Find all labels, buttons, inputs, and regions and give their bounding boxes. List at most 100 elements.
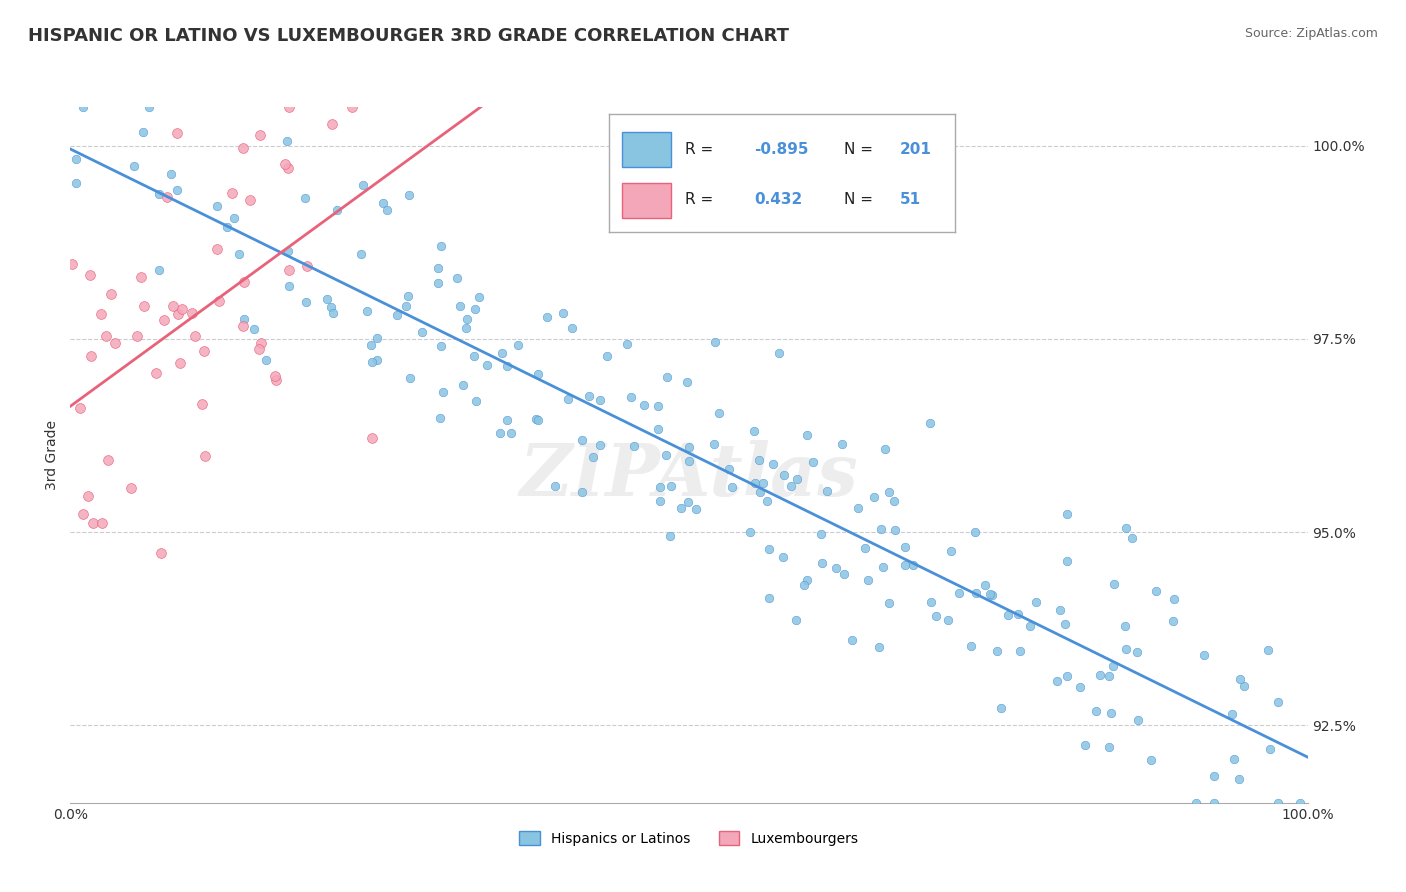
Luxembourgers (321, 117, 343, 131)
Hispanics or Latinos (65, 153, 87, 167)
Hispanics or Latinos (675, 376, 697, 390)
Hispanics or Latinos (870, 522, 893, 536)
Hispanics or Latinos (772, 467, 794, 482)
Hispanics or Latinos (1099, 706, 1122, 720)
Luxembourgers (156, 190, 179, 204)
Hispanics or Latinos (659, 479, 682, 493)
Hispanics or Latinos (205, 199, 228, 213)
Hispanics or Latinos (655, 449, 678, 463)
Hispanics or Latinos (1115, 521, 1137, 535)
Hispanics or Latinos (557, 392, 579, 406)
Hispanics or Latinos (786, 472, 808, 486)
Hispanics or Latinos (703, 437, 725, 451)
Hispanics or Latinos (1229, 672, 1251, 686)
Hispanics or Latinos (1140, 753, 1163, 767)
Hispanics or Latinos (1098, 740, 1121, 755)
Hispanics or Latinos (894, 558, 917, 572)
Hispanics or Latinos (571, 433, 593, 447)
Hispanics or Latinos (868, 640, 890, 654)
Hispanics or Latinos (1267, 796, 1289, 810)
Hispanics or Latinos (825, 561, 848, 575)
Hispanics or Latinos (796, 428, 818, 442)
Luxembourgers (72, 507, 94, 521)
Hispanics or Latinos (659, 529, 682, 543)
Hispanics or Latinos (544, 479, 567, 493)
Text: Source: ZipAtlas.com: Source: ZipAtlas.com (1244, 27, 1378, 40)
Hispanics or Latinos (1098, 669, 1121, 683)
Luxembourgers (193, 344, 215, 359)
Hispanics or Latinos (883, 524, 905, 538)
Hispanics or Latinos (633, 398, 655, 412)
Legend: Hispanics or Latinos, Luxembourgers: Hispanics or Latinos, Luxembourgers (513, 826, 865, 852)
Hispanics or Latinos (920, 595, 942, 609)
Hispanics or Latinos (1267, 695, 1289, 709)
Hispanics or Latinos (678, 453, 700, 467)
Hispanics or Latinos (430, 339, 453, 353)
Hispanics or Latinos (463, 350, 485, 364)
Luxembourgers (69, 401, 91, 415)
Hispanics or Latinos (1085, 704, 1108, 718)
Hispanics or Latinos (536, 310, 558, 324)
Hispanics or Latinos (936, 613, 959, 627)
Hispanics or Latinos (276, 134, 298, 148)
Hispanics or Latinos (801, 455, 824, 469)
Hispanics or Latinos (832, 566, 855, 581)
Hispanics or Latinos (655, 370, 678, 384)
Hispanics or Latinos (426, 260, 449, 275)
Hispanics or Latinos (748, 453, 770, 467)
Hispanics or Latinos (1069, 680, 1091, 694)
Hispanics or Latinos (1054, 616, 1077, 631)
Hispanics or Latinos (242, 322, 264, 336)
Hispanics or Latinos (1257, 642, 1279, 657)
Hispanics or Latinos (398, 187, 420, 202)
Luxembourgers (278, 100, 301, 114)
Hispanics or Latinos (744, 424, 766, 438)
Hispanics or Latinos (1074, 738, 1097, 752)
Hispanics or Latinos (901, 558, 924, 572)
Hispanics or Latinos (815, 483, 838, 498)
Hispanics or Latinos (526, 367, 548, 381)
Hispanics or Latinos (1114, 618, 1136, 632)
Y-axis label: 3rd Grade: 3rd Grade (45, 420, 59, 490)
Luxembourgers (82, 516, 104, 530)
Hispanics or Latinos (122, 159, 145, 173)
Hispanics or Latinos (496, 413, 519, 427)
Hispanics or Latinos (793, 578, 815, 592)
Hispanics or Latinos (718, 462, 741, 476)
Hispanics or Latinos (589, 393, 612, 408)
Hispanics or Latinos (352, 178, 374, 192)
Hispanics or Latinos (877, 596, 900, 610)
Luxembourgers (153, 313, 176, 327)
Hispanics or Latinos (1222, 752, 1244, 766)
Luxembourgers (169, 356, 191, 370)
Hispanics or Latinos (831, 436, 853, 450)
Hispanics or Latinos (326, 202, 349, 217)
Hispanics or Latinos (1056, 554, 1078, 568)
Hispanics or Latinos (456, 321, 478, 335)
Hispanics or Latinos (762, 457, 785, 471)
Hispanics or Latinos (571, 484, 593, 499)
Hispanics or Latinos (1049, 602, 1071, 616)
Luxembourgers (132, 299, 155, 313)
Hispanics or Latinos (578, 389, 600, 403)
Hispanics or Latinos (856, 574, 879, 588)
Hispanics or Latinos (322, 306, 344, 320)
Hispanics or Latinos (810, 526, 832, 541)
Luxembourgers (131, 270, 153, 285)
Hispanics or Latinos (990, 701, 1012, 715)
Hispanics or Latinos (1202, 796, 1225, 810)
Luxembourgers (232, 141, 254, 155)
Hispanics or Latinos (427, 276, 450, 290)
Luxembourgers (232, 275, 254, 289)
Luxembourgers (104, 336, 127, 351)
Hispanics or Latinos (1025, 595, 1047, 609)
Hispanics or Latinos (277, 244, 299, 259)
Hispanics or Latinos (72, 100, 94, 114)
Hispanics or Latinos (768, 345, 790, 359)
Luxembourgers (247, 342, 270, 356)
Hispanics or Latinos (1056, 507, 1078, 521)
Hispanics or Latinos (464, 302, 486, 317)
Hispanics or Latinos (411, 325, 433, 339)
Hispanics or Latinos (623, 439, 645, 453)
Hispanics or Latinos (918, 417, 941, 431)
